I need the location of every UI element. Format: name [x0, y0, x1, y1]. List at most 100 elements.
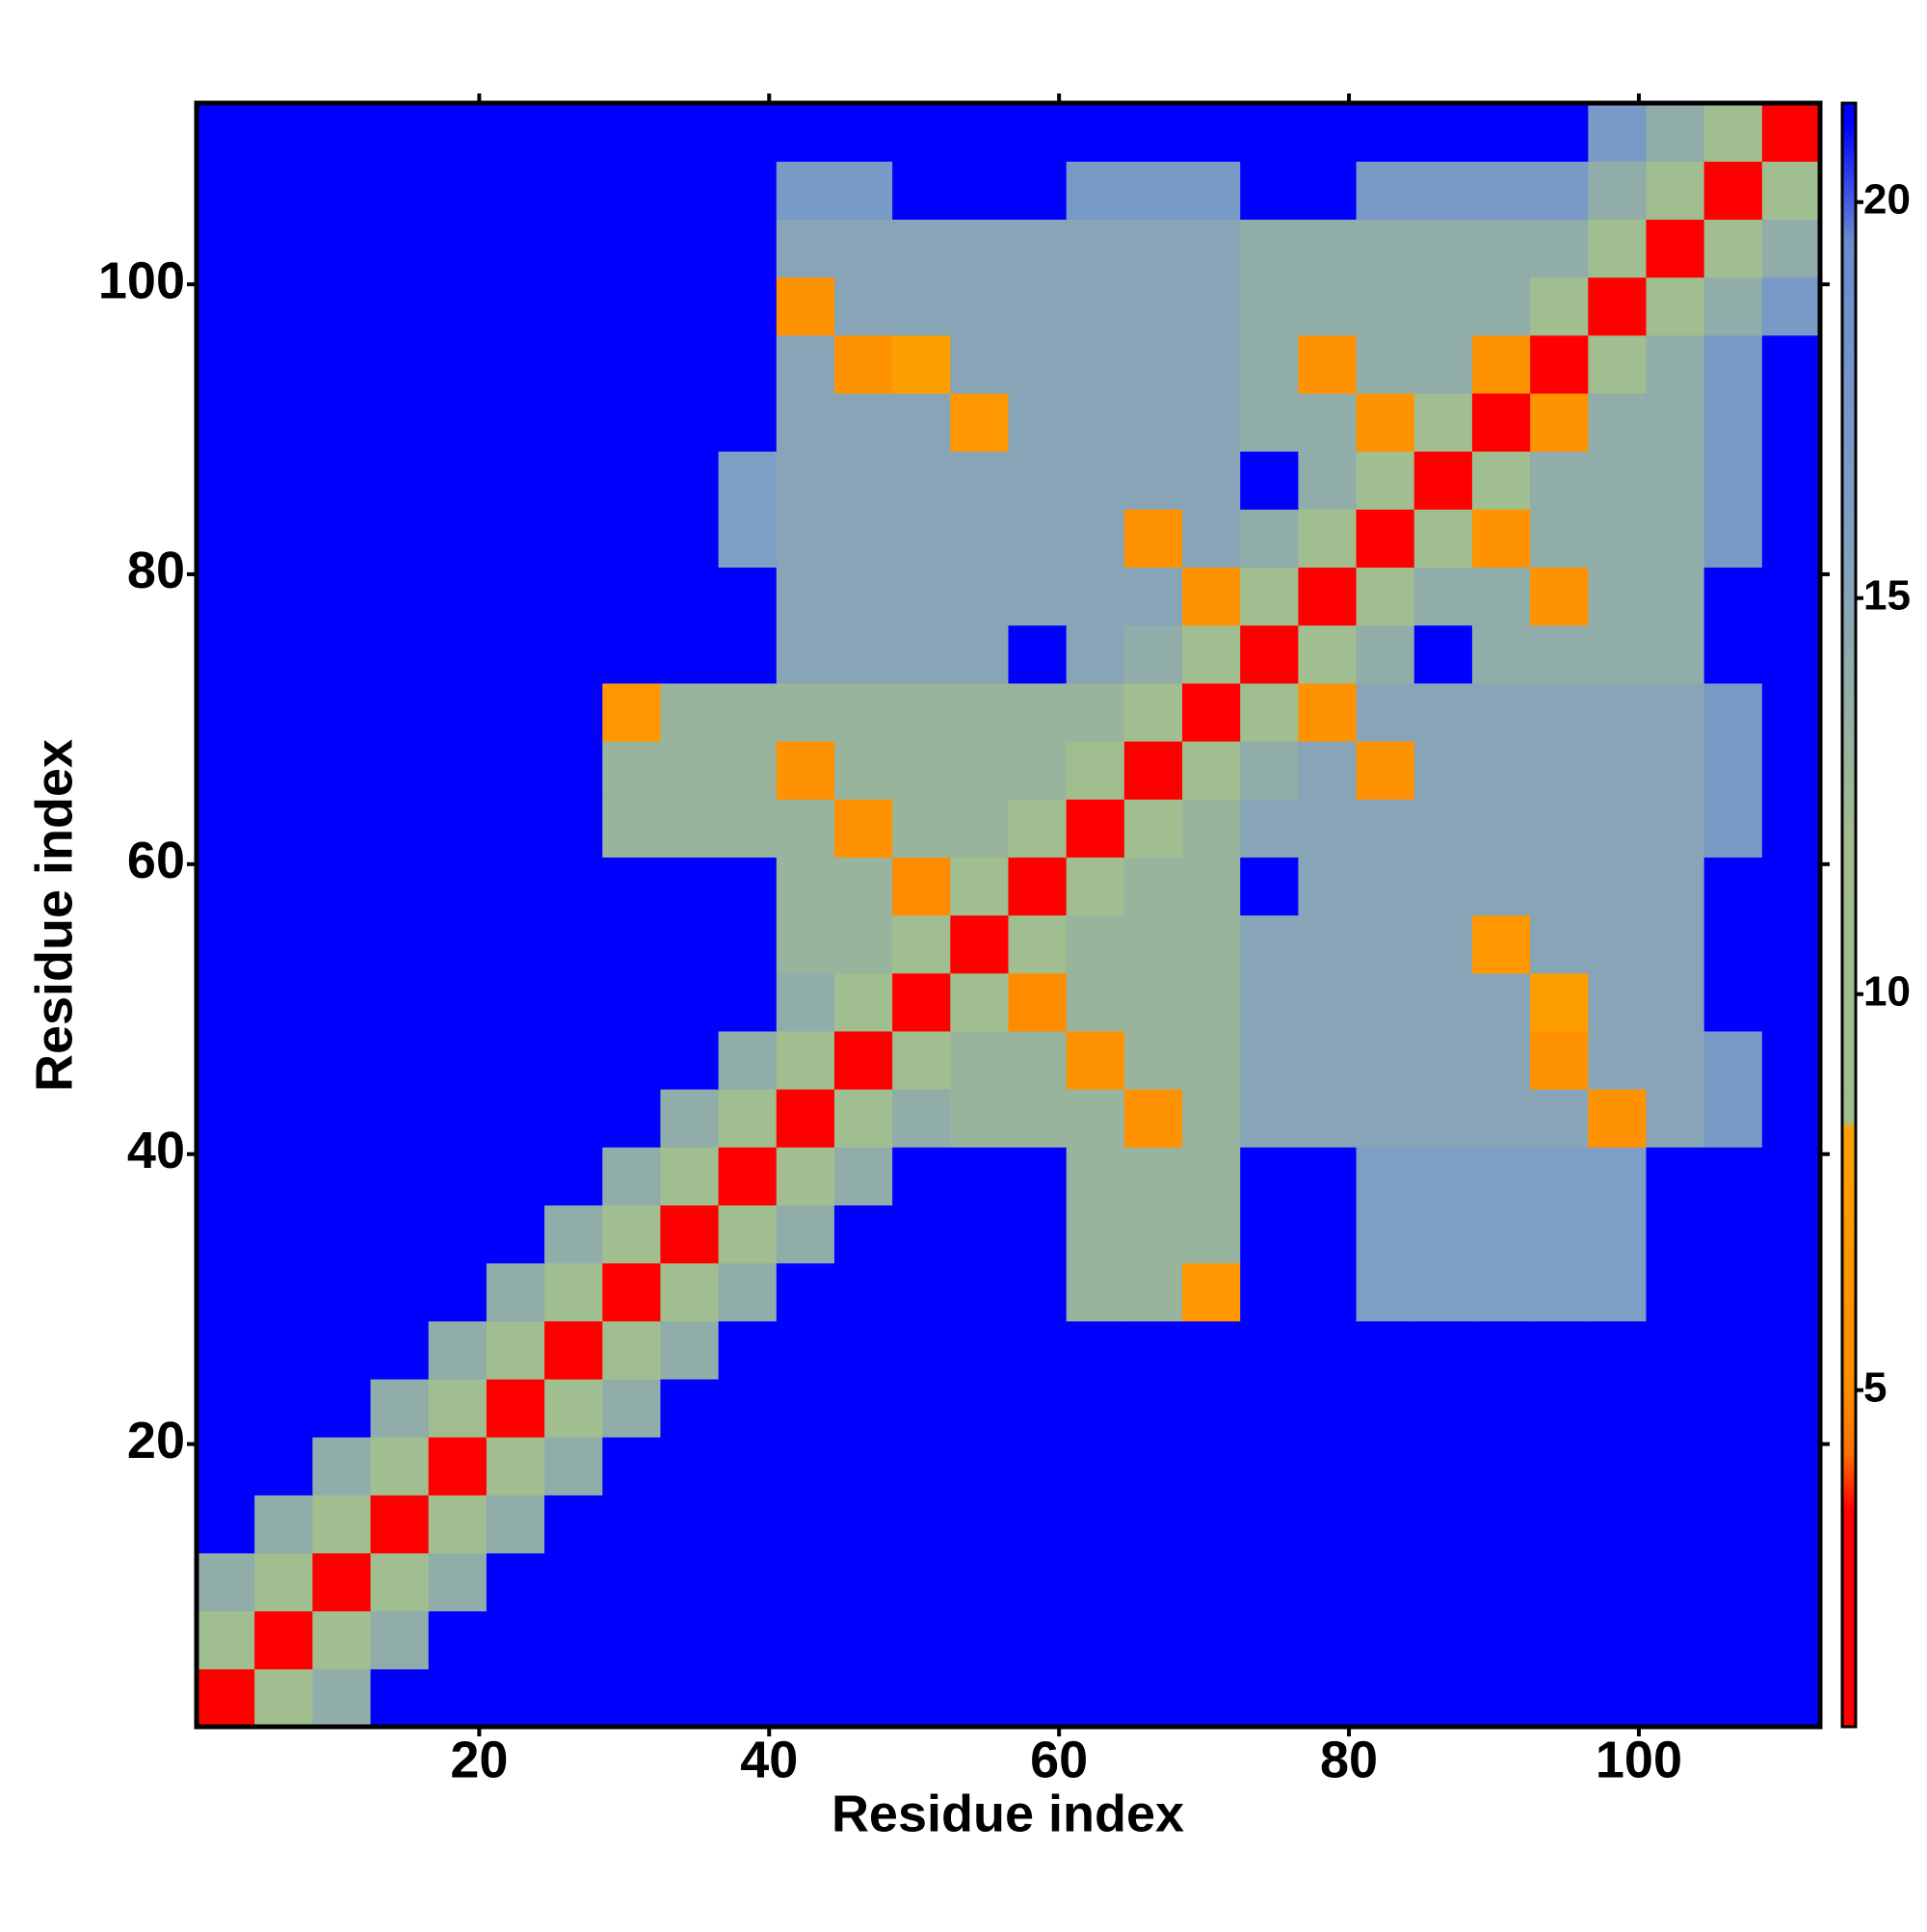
heatmap-cell: [1066, 624, 1125, 684]
heatmap-cell: [833, 509, 893, 569]
heatmap-cell: [1298, 1262, 1358, 1322]
heatmap-cell: [370, 1204, 430, 1264]
colorbar-tick-label: 20: [1863, 175, 1911, 223]
heatmap-cell: [1588, 1378, 1648, 1438]
heatmap-cell: [602, 451, 662, 510]
heatmap-cell: [486, 624, 545, 684]
heatmap-cell: [1703, 392, 1763, 452]
heatmap-cell: [660, 334, 720, 394]
heatmap-cell: [1240, 799, 1299, 858]
heatmap-cell: [1471, 219, 1531, 278]
heatmap-cell: [1703, 799, 1763, 858]
heatmap-cell: [254, 1262, 313, 1322]
heatmap-cell: [1008, 1147, 1068, 1205]
heatmap-cell: [1588, 1147, 1648, 1205]
heatmap-cell: [833, 161, 893, 220]
heatmap-cell: [428, 392, 488, 452]
heatmap-cell: [1123, 972, 1183, 1032]
heatmap-cell: [1008, 1320, 1068, 1380]
heatmap-cell: [833, 451, 893, 510]
heatmap-cell: [370, 1610, 430, 1670]
heatmap-cell: [950, 857, 1010, 916]
heatmap-cell: [1356, 567, 1415, 626]
heatmap-cell: [1703, 682, 1763, 742]
heatmap-cell: [1530, 1437, 1589, 1495]
heatmap-cell: [1703, 1610, 1763, 1670]
heatmap-cell: [254, 1610, 313, 1670]
heatmap-cell: [892, 219, 951, 278]
heatmap-cell: [602, 1552, 662, 1612]
heatmap-cell: [544, 799, 603, 858]
heatmap-cell: [1066, 1495, 1125, 1554]
heatmap-cell: [1066, 1262, 1125, 1322]
heatmap-cell: [1008, 682, 1068, 742]
heatmap-cell: [544, 914, 603, 974]
heatmap-cell: [892, 914, 951, 974]
heatmap-cell: [718, 103, 778, 162]
heatmap-cell: [1182, 1437, 1241, 1495]
heatmap-cell: [486, 1378, 545, 1438]
heatmap-cell: [1588, 1204, 1648, 1264]
heatmap-cell: [1646, 509, 1705, 569]
heatmap-cell: [254, 624, 313, 684]
heatmap-cell: [1182, 624, 1241, 684]
heatmap-cell: [1123, 1030, 1183, 1090]
heatmap-cell: [776, 972, 835, 1032]
heatmap-cell: [1761, 1262, 1821, 1322]
heatmap-cell: [254, 740, 313, 800]
heatmap-cell: [660, 799, 720, 858]
heatmap-cell: [1471, 1204, 1531, 1264]
heatmap-cell: [1182, 1030, 1241, 1090]
heatmap-cell: [1761, 624, 1821, 684]
heatmap-cell: [1703, 161, 1763, 220]
heatmap-cell: [1703, 277, 1763, 336]
heatmap-cell: [1761, 334, 1821, 394]
heatmap-cell: [892, 334, 951, 394]
heatmap-cell: [254, 682, 313, 742]
heatmap-cell: [660, 1610, 720, 1670]
heatmap-cell: [776, 1610, 835, 1670]
heatmap-cell: [1703, 1320, 1763, 1380]
heatmap-cell: [312, 972, 372, 1032]
heatmap-cell: [197, 1378, 255, 1438]
heatmap-cell: [1588, 567, 1648, 626]
heatmap-cell: [950, 1495, 1010, 1554]
heatmap-cell: [892, 1495, 951, 1554]
heatmap-cell: [370, 740, 430, 800]
heatmap-cell: [1298, 1668, 1358, 1728]
heatmap-cell: [1356, 1320, 1415, 1380]
heatmap-cell: [1413, 1030, 1473, 1090]
heatmap-cell: [950, 624, 1010, 684]
heatmap-cell: [1646, 914, 1705, 974]
heatmap-cell: [1761, 682, 1821, 742]
heatmap-cell: [1413, 1552, 1473, 1612]
heatmap-cell: [892, 277, 951, 336]
heatmap-cell: [1298, 1495, 1358, 1554]
heatmap-cell: [776, 1089, 835, 1148]
heatmap-cell: [544, 1610, 603, 1670]
heatmap-cell: [1703, 857, 1763, 916]
heatmap-cell: [312, 334, 372, 394]
heatmap-cell: [1413, 392, 1473, 452]
heatmap-cell: [950, 1437, 1010, 1495]
heatmap-cell: [1356, 914, 1415, 974]
heatmap-cell: [197, 1089, 255, 1148]
heatmap-cell: [1703, 972, 1763, 1032]
heatmap-cell: [254, 1320, 313, 1380]
plot-frame: [194, 100, 1823, 1730]
heatmap-cell: [1588, 1437, 1648, 1495]
heatmap-cell: [1646, 1495, 1705, 1554]
heatmap-cell: [370, 682, 430, 742]
heatmap-cell: [950, 219, 1010, 278]
heatmap-cell: [660, 1030, 720, 1090]
heatmap-cell: [1471, 509, 1531, 569]
heatmap-cell: [1240, 740, 1299, 800]
heatmap-cell: [486, 1610, 545, 1670]
heatmap-cell: [660, 277, 720, 336]
heatmap-cell: [1413, 334, 1473, 394]
heatmap-cell: [1471, 451, 1531, 510]
heatmap-cell: [1182, 1610, 1241, 1670]
heatmap-cell: [660, 1668, 720, 1728]
heatmap-cell: [776, 740, 835, 800]
heatmap-cell: [1530, 219, 1589, 278]
